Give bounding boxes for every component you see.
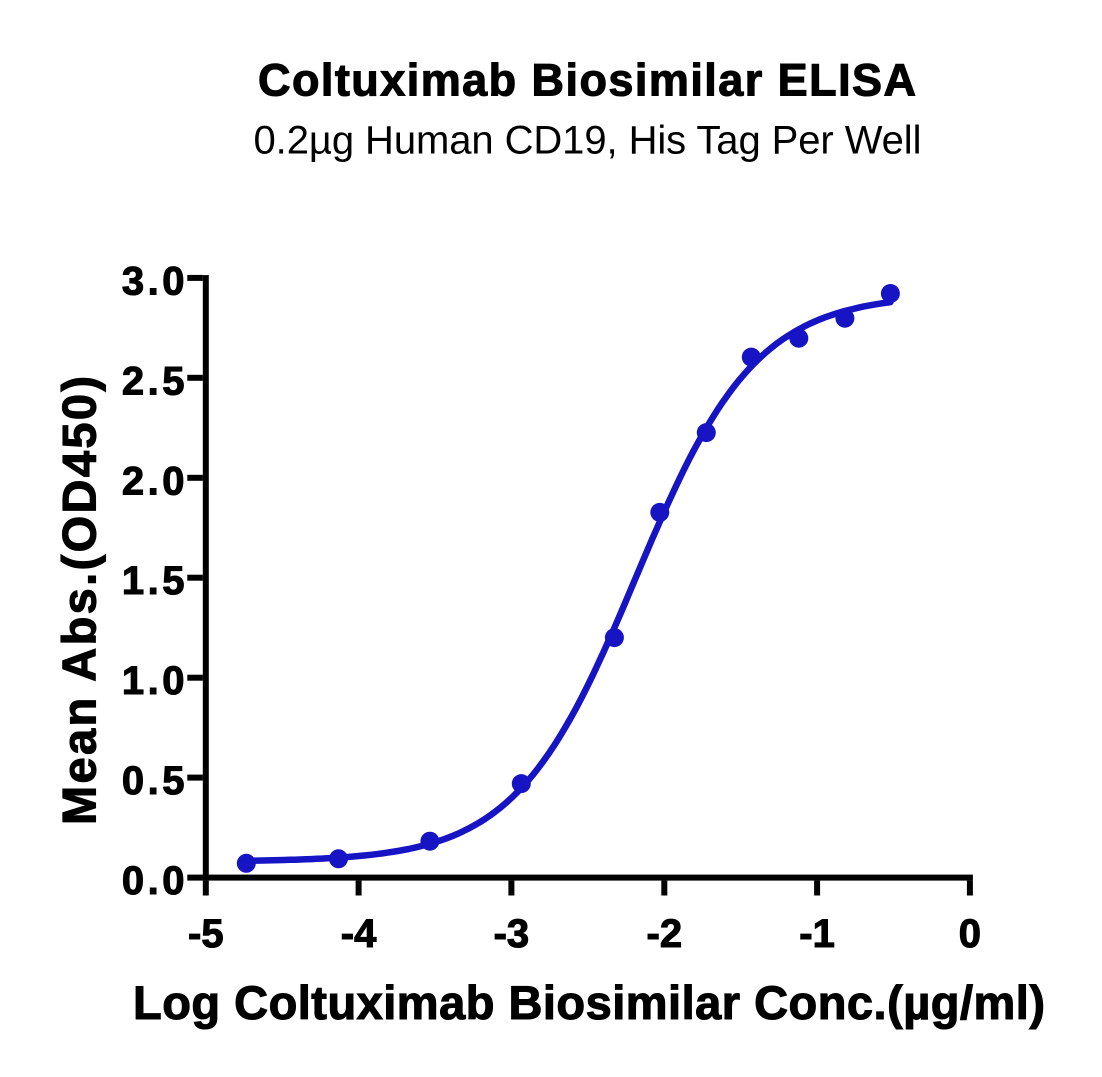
svg-text:0.5: 0.5 xyxy=(122,759,185,803)
svg-text:-2: -2 xyxy=(647,912,683,956)
svg-text:Coltuximab Biosimilar ELISA: Coltuximab Biosimilar ELISA xyxy=(258,54,916,105)
svg-text:Log Coltuximab Biosimilar Conc: Log Coltuximab Biosimilar Conc.(µg/ml) xyxy=(133,976,1045,1029)
svg-text:-1: -1 xyxy=(799,912,835,956)
svg-text:0.0: 0.0 xyxy=(122,859,185,903)
svg-text:-5: -5 xyxy=(188,912,224,956)
svg-text:Mean Abs.(OD450): Mean Abs.(OD450) xyxy=(53,376,106,825)
svg-text:-3: -3 xyxy=(494,912,530,956)
svg-text:0.2µg Human CD19, His Tag Per: 0.2µg Human CD19, His Tag Per Well xyxy=(254,118,922,162)
svg-text:2.0: 2.0 xyxy=(122,459,185,503)
svg-text:1.5: 1.5 xyxy=(122,559,185,603)
svg-text:3.0: 3.0 xyxy=(122,259,185,303)
svg-text:0: 0 xyxy=(959,912,981,956)
svg-text:-4: -4 xyxy=(341,912,377,956)
svg-text:1.0: 1.0 xyxy=(122,659,185,703)
svg-text:2.5: 2.5 xyxy=(122,359,185,403)
